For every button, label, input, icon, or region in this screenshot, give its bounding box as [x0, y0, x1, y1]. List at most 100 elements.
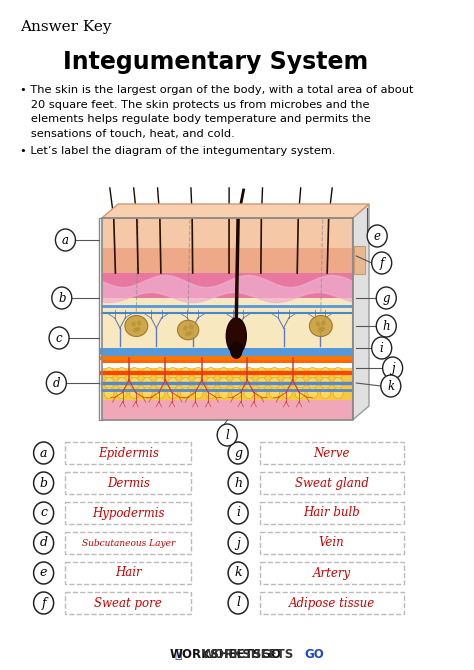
Circle shape — [282, 387, 292, 399]
Bar — [102, 356, 353, 363]
FancyBboxPatch shape — [260, 442, 403, 464]
Circle shape — [34, 592, 54, 614]
Circle shape — [308, 368, 318, 379]
Circle shape — [228, 592, 248, 614]
Text: Artery: Artery — [313, 567, 351, 580]
FancyBboxPatch shape — [65, 562, 191, 584]
Text: Dermis: Dermis — [107, 476, 150, 490]
Text: Ⓦ: Ⓦ — [174, 648, 182, 661]
Text: elements helps regulate body temperature and permits the: elements helps regulate body temperature… — [20, 114, 371, 124]
Circle shape — [257, 377, 267, 389]
Circle shape — [142, 368, 152, 379]
Text: c: c — [56, 332, 63, 344]
Circle shape — [117, 387, 127, 399]
Circle shape — [206, 387, 216, 399]
Circle shape — [104, 377, 114, 389]
Circle shape — [181, 377, 191, 389]
Bar — [102, 348, 353, 356]
Bar — [102, 273, 353, 298]
Circle shape — [318, 328, 322, 332]
Text: Adipose tissue: Adipose tissue — [289, 596, 375, 610]
Text: WORKSHEETS: WORKSHEETS — [202, 648, 294, 661]
Circle shape — [270, 368, 280, 379]
Ellipse shape — [177, 320, 199, 340]
Circle shape — [181, 368, 191, 379]
Text: a: a — [62, 234, 69, 247]
Circle shape — [231, 368, 241, 379]
Circle shape — [142, 377, 152, 389]
Text: j: j — [236, 537, 240, 549]
Bar — [102, 298, 353, 348]
Text: k: k — [387, 379, 394, 393]
Text: e: e — [40, 567, 47, 580]
Circle shape — [228, 442, 248, 464]
Circle shape — [228, 532, 248, 554]
Circle shape — [52, 287, 72, 309]
Ellipse shape — [125, 316, 148, 336]
Text: f: f — [380, 257, 384, 269]
Circle shape — [217, 424, 237, 446]
Circle shape — [282, 368, 292, 379]
Circle shape — [193, 368, 203, 379]
Text: b: b — [58, 291, 65, 304]
FancyBboxPatch shape — [65, 442, 191, 464]
Circle shape — [320, 368, 330, 379]
Circle shape — [320, 377, 330, 389]
Text: Sweat gland: Sweat gland — [295, 476, 369, 490]
Circle shape — [34, 472, 54, 494]
Circle shape — [117, 368, 127, 379]
FancyBboxPatch shape — [65, 532, 191, 554]
Circle shape — [219, 377, 228, 389]
Circle shape — [34, 562, 54, 584]
Text: l: l — [225, 429, 229, 442]
Circle shape — [228, 502, 248, 524]
Circle shape — [295, 368, 305, 379]
Circle shape — [193, 377, 203, 389]
Text: d: d — [40, 537, 47, 549]
Text: c: c — [40, 507, 47, 519]
Circle shape — [333, 387, 343, 399]
Text: Hair: Hair — [115, 567, 141, 580]
Circle shape — [308, 387, 318, 399]
Text: a: a — [40, 446, 47, 460]
FancyBboxPatch shape — [260, 562, 403, 584]
Text: Answer Key: Answer Key — [20, 20, 111, 34]
Text: k: k — [234, 567, 242, 580]
Circle shape — [185, 332, 190, 336]
Circle shape — [270, 377, 280, 389]
Circle shape — [206, 368, 216, 379]
Text: WORKSHEETSGO: WORKSHEETSGO — [169, 648, 282, 661]
Bar — [355, 246, 365, 274]
Circle shape — [168, 387, 178, 399]
Ellipse shape — [226, 318, 246, 354]
Circle shape — [155, 368, 165, 379]
Circle shape — [219, 387, 228, 399]
Circle shape — [244, 368, 254, 379]
Text: Hair bulb: Hair bulb — [303, 507, 360, 519]
Circle shape — [104, 368, 114, 379]
Bar — [102, 248, 353, 273]
Circle shape — [383, 357, 402, 379]
Circle shape — [376, 315, 396, 337]
Circle shape — [320, 387, 330, 399]
Text: Integumentary System: Integumentary System — [63, 50, 368, 74]
Circle shape — [117, 377, 127, 389]
Circle shape — [219, 368, 228, 379]
Circle shape — [55, 229, 75, 251]
Circle shape — [129, 377, 139, 389]
Circle shape — [168, 377, 178, 389]
Circle shape — [168, 368, 178, 379]
Text: Vein: Vein — [319, 537, 345, 549]
FancyBboxPatch shape — [260, 592, 403, 614]
Text: Sweat pore: Sweat pore — [94, 596, 162, 610]
Circle shape — [372, 337, 392, 359]
Circle shape — [372, 252, 392, 274]
Text: GO: GO — [304, 648, 324, 661]
FancyBboxPatch shape — [65, 472, 191, 494]
Circle shape — [316, 322, 320, 326]
Circle shape — [189, 324, 193, 330]
Circle shape — [257, 387, 267, 399]
Circle shape — [295, 377, 305, 389]
Circle shape — [104, 387, 114, 399]
Ellipse shape — [230, 341, 243, 359]
